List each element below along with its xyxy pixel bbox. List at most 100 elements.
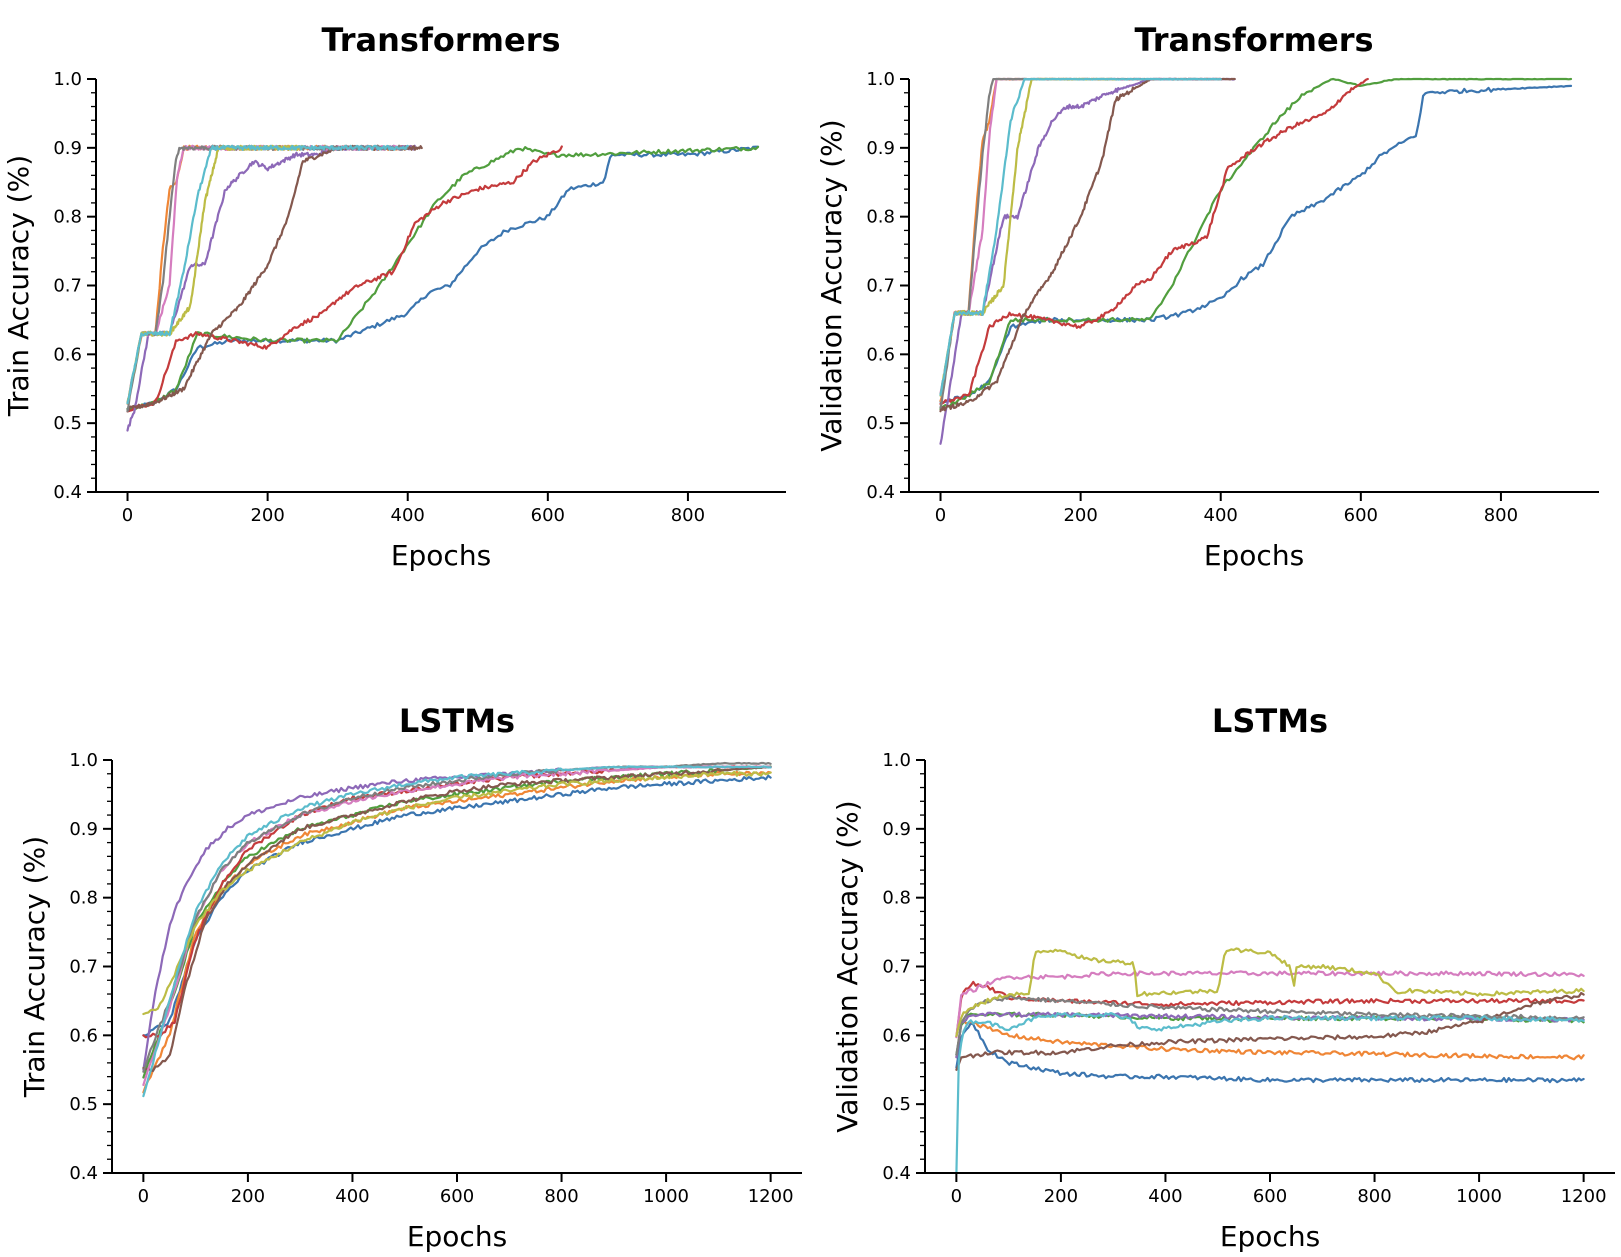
panel-lstms-validation: 0.4 0.5 0.6 0.7 0.8 0.9 1.0 0 200 400 600 800 1000 12… <box>831 702 1615 1253</box>
y-tick-label: 0.9 <box>866 138 895 159</box>
x-axis-label: Epochs <box>391 539 491 572</box>
axis-spine <box>95 79 786 493</box>
series-line-run-7 <box>939 77 1222 395</box>
y-tick-label: 0.4 <box>53 482 82 503</box>
series-line-run-2 <box>955 1019 1585 1061</box>
series-line-run-9 <box>142 770 772 1016</box>
x-tick-label: 600 <box>531 505 565 526</box>
chart-title: Transformers <box>1134 21 1373 59</box>
series-line-run-10 <box>142 765 772 1098</box>
x-tick-label: 1000 <box>1456 1186 1502 1207</box>
panel-lstms-train: 0.4 0.5 0.6 0.7 0.8 0.9 1.0 0 200 400 600 800 1000 12… <box>18 702 802 1253</box>
x-tick-label: 800 <box>671 505 705 526</box>
y-tick-label: 0.8 <box>53 207 82 228</box>
y-tick-label: 0.7 <box>53 276 82 297</box>
y-tick-label: 1.0 <box>69 750 98 771</box>
y-tick-label: 0.9 <box>53 138 82 159</box>
x-tick-label: 800 <box>1357 1186 1391 1207</box>
x-tick-label: 800 <box>544 1186 578 1207</box>
chart-title: LSTMs <box>1212 702 1328 740</box>
x-tick-label: 400 <box>335 1186 369 1207</box>
y-axis-label: Train Accuracy (%) <box>2 155 35 417</box>
chart-title: Transformers <box>321 21 560 59</box>
y-tick-label: 0.7 <box>882 957 911 978</box>
x-tick-label: 0 <box>951 1186 962 1207</box>
y-tick-label: 0.8 <box>866 207 895 228</box>
x-tick-label: 0 <box>122 505 133 526</box>
series-line-run-6 <box>142 765 772 1073</box>
series-line-run-1 <box>142 774 772 1037</box>
x-tick-label: 1200 <box>1561 1186 1607 1207</box>
y-tick-label: 0.4 <box>69 1163 98 1184</box>
series-line-run-7 <box>955 970 1585 1039</box>
y-tick-label: 0.5 <box>866 413 895 434</box>
y-axis-label: Validation Accuracy (%) <box>831 800 864 1132</box>
x-tick-label: 400 <box>1204 505 1238 526</box>
x-tick-label: 400 <box>1148 1186 1182 1207</box>
y-axis-label: Validation Accuracy (%) <box>815 119 848 451</box>
series-line-run-3 <box>126 145 760 411</box>
y-tick-label: 0.5 <box>53 413 82 434</box>
y-tick-label: 0.4 <box>882 1163 911 1184</box>
y-tick-label: 1.0 <box>866 69 895 90</box>
axis-spine <box>111 760 802 1174</box>
series-line-run-8 <box>939 77 1222 409</box>
panel-transformers-train: 0.4 0.5 0.6 0.7 0.8 0.9 1.0 0 200 400 600 800 Transf… <box>2 21 786 572</box>
y-tick-label: 0.5 <box>69 1094 98 1115</box>
series-line-run-9 <box>955 947 1585 1038</box>
series-line-run-6 <box>955 991 1585 1071</box>
series-line-run-4 <box>126 145 563 413</box>
y-tick-label: 0.5 <box>882 1094 911 1115</box>
series-line-run-10 <box>126 144 409 405</box>
x-tick-label: 600 <box>1344 505 1378 526</box>
series-line-run-7 <box>142 765 772 1086</box>
x-tick-label: 600 <box>440 1186 474 1207</box>
series-line-run-3 <box>939 77 1573 411</box>
x-axis-label: Epochs <box>1220 1220 1320 1253</box>
x-tick-label: 1000 <box>643 1186 689 1207</box>
series-line-run-4 <box>939 77 1369 405</box>
x-axis-label: Epochs <box>407 1220 507 1253</box>
y-tick-label: 0.6 <box>882 1025 911 1046</box>
series-line-run-8 <box>955 995 1585 1056</box>
y-tick-label: 0.6 <box>53 344 82 365</box>
y-tick-label: 0.4 <box>866 482 895 503</box>
series-line-run-4 <box>955 980 1585 1038</box>
series-line-run-2 <box>142 770 772 1094</box>
y-tick-label: 0.9 <box>882 819 911 840</box>
x-tick-label: 200 <box>1044 1186 1078 1207</box>
series-line-run-10 <box>955 1012 1585 1175</box>
x-axis-label: Epochs <box>1204 539 1304 572</box>
axis-spine <box>924 760 1615 1174</box>
x-tick-label: 800 <box>1484 505 1518 526</box>
series-line-run-5 <box>142 765 772 1071</box>
x-tick-label: 600 <box>1253 1186 1287 1207</box>
y-tick-label: 0.7 <box>866 276 895 297</box>
series-line-run-1 <box>126 145 760 411</box>
x-tick-label: 200 <box>250 505 284 526</box>
series-line-run-8 <box>142 761 772 1073</box>
y-tick-label: 1.0 <box>882 750 911 771</box>
chart-title: LSTMs <box>399 702 515 740</box>
y-tick-label: 0.7 <box>69 957 98 978</box>
panel-transformers-validation: 0.4 0.5 0.6 0.7 0.8 0.9 1.0 0 200 400 600 800 Transf… <box>815 21 1599 572</box>
series-line-run-3 <box>142 765 772 1079</box>
x-tick-label: 200 <box>231 1186 265 1207</box>
y-tick-label: 1.0 <box>53 69 82 90</box>
y-tick-label: 0.8 <box>69 888 98 909</box>
x-tick-label: 1200 <box>748 1186 794 1207</box>
axis-spine <box>908 79 1599 493</box>
x-tick-label: 400 <box>391 505 425 526</box>
y-axis-label: Train Accuracy (%) <box>18 836 51 1098</box>
x-tick-label: 0 <box>935 505 946 526</box>
series-line-run-1 <box>939 84 1573 404</box>
x-tick-label: 200 <box>1063 505 1097 526</box>
series-line-run-1 <box>955 1022 1585 1084</box>
y-tick-label: 0.6 <box>69 1025 98 1046</box>
y-tick-label: 0.8 <box>882 888 911 909</box>
y-tick-label: 0.9 <box>69 819 98 840</box>
series-line-run-9 <box>939 77 1117 397</box>
x-tick-label: 0 <box>138 1186 149 1207</box>
y-tick-label: 0.6 <box>866 344 895 365</box>
